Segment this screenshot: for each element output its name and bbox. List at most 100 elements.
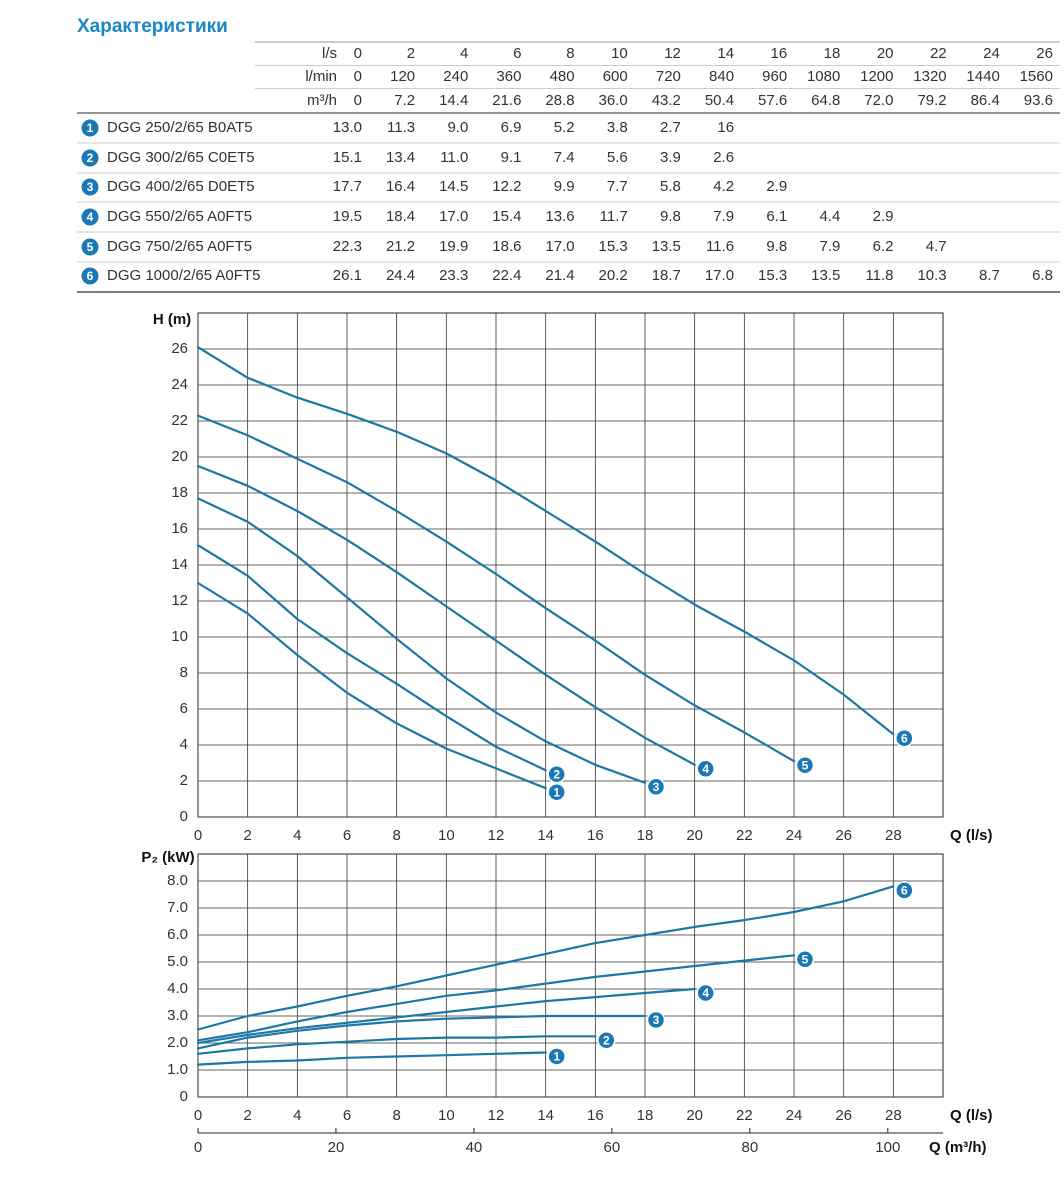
header-cell: 840 [709, 68, 734, 85]
x-tick-label: 0 [194, 1107, 202, 1124]
table-cell: 2.7 [660, 119, 681, 136]
table-cell: 6.2 [873, 238, 894, 255]
table-cell: 6.1 [766, 208, 787, 225]
y-tick-label: 10 [171, 628, 188, 645]
y-tick-label: 6.0 [167, 926, 188, 943]
table-cell: 17.0 [705, 267, 734, 284]
header-cell: 28.8 [545, 92, 574, 109]
series-line [196, 544, 547, 772]
table-cell: 9.9 [554, 178, 575, 195]
series-name: 3 [653, 1013, 660, 1027]
table-cell: 6.9 [501, 119, 522, 136]
y-tick-label: 1.0 [167, 1061, 188, 1078]
table-cell: 3.9 [660, 149, 681, 166]
table-cell: 7.9 [819, 238, 840, 255]
row-badge [81, 119, 99, 137]
x-tick-label: 18 [637, 827, 654, 844]
header-cell: 57.6 [758, 92, 787, 109]
header-cell: 10 [611, 45, 628, 62]
table-cell: 9.1 [501, 149, 522, 166]
x-tick-label: 20 [686, 1107, 703, 1124]
series-name: 6 [901, 884, 908, 898]
table-cell: 15.3 [758, 267, 787, 284]
table-cell: 5.8 [660, 178, 681, 195]
table-cell: 21.2 [386, 238, 415, 255]
header-cell: 18 [824, 45, 841, 62]
table-cell: 4.2 [713, 178, 734, 195]
x-tick-label: 26 [835, 827, 852, 844]
x2-axis-label: Q (m³/h) [929, 1139, 987, 1156]
table-cell: 15.1 [333, 149, 362, 166]
row-badge [81, 267, 99, 285]
x2-tick-label: 40 [466, 1139, 483, 1156]
y-tick-label: 0 [180, 1088, 188, 1105]
row-name: DGG 550/2/65 A0FT5 [107, 208, 252, 225]
x-tick-label: 4 [293, 1107, 301, 1124]
y-tick-label: 4 [180, 736, 188, 753]
table-cell: 12.2 [492, 178, 521, 195]
series-badge [547, 782, 566, 802]
y-tick-label: 8 [180, 664, 188, 681]
series-name: 1 [553, 1050, 560, 1064]
header-cell: 1200 [860, 68, 893, 85]
header-cell: 4 [460, 45, 468, 62]
header-cell: 1440 [966, 68, 999, 85]
header-cell: 86.4 [971, 92, 1000, 109]
header-cell: 93.6 [1024, 92, 1053, 109]
row-number: 6 [87, 269, 94, 283]
series-line [196, 497, 647, 784]
series-line [196, 1051, 547, 1066]
series-badge [646, 777, 666, 797]
header-cell: 720 [656, 68, 681, 85]
y-tick-label: 18 [171, 484, 188, 501]
table-cell: 8.7 [979, 267, 1000, 284]
x-tick-label: 18 [637, 1107, 654, 1124]
series-line [196, 1014, 647, 1050]
y-tick-label: 2 [180, 772, 188, 789]
x-tick-label: 10 [438, 827, 455, 844]
header-cell: 1560 [1020, 68, 1053, 85]
y-tick-label: 8.0 [167, 872, 188, 889]
y-tick-label: 24 [171, 376, 188, 393]
table-cell: 2.9 [873, 208, 894, 225]
header-cell: 21.6 [492, 92, 521, 109]
row-number: 1 [87, 121, 94, 135]
row-number: 3 [87, 180, 94, 194]
table-cell: 14.5 [439, 178, 468, 195]
series-line [196, 1035, 597, 1055]
x-tick-label: 8 [392, 1107, 400, 1124]
table-cell: 11.8 [865, 267, 893, 284]
header-cell: 36.0 [599, 92, 628, 109]
row-badge [81, 208, 99, 226]
table-cell: 11.7 [600, 208, 628, 225]
row-number: 2 [87, 151, 94, 165]
header-cell: 960 [762, 68, 787, 85]
series-badge [795, 950, 815, 969]
x-axis-label: Q (l/s) [950, 1107, 993, 1124]
row-badge [81, 178, 99, 196]
series-name: 4 [702, 762, 709, 776]
series-line [196, 414, 796, 763]
table-cell: 15.3 [599, 238, 628, 255]
header-cell: 600 [603, 68, 628, 85]
series-line [196, 464, 696, 766]
table-cell: 20.2 [599, 267, 628, 284]
series-badge [795, 755, 815, 775]
header-cell: 79.2 [917, 92, 946, 109]
table-cell: 17.7 [333, 178, 362, 195]
series-name: 5 [802, 952, 809, 966]
series-line [196, 581, 547, 790]
row-number: 5 [87, 240, 94, 254]
table-cell: 7.7 [607, 178, 628, 195]
header-cell: 7.2 [394, 92, 415, 109]
x-tick-label: 20 [686, 827, 703, 844]
header-cell: 16 [771, 45, 788, 62]
series-line [196, 885, 895, 1031]
x2-tick-label: 20 [328, 1139, 345, 1156]
table-cell: 9.8 [766, 238, 787, 255]
x-tick-label: 22 [736, 827, 753, 844]
table-cell: 3.8 [607, 119, 628, 136]
table-cell: 23.3 [439, 267, 468, 284]
table-title: Характеристики [77, 16, 228, 37]
